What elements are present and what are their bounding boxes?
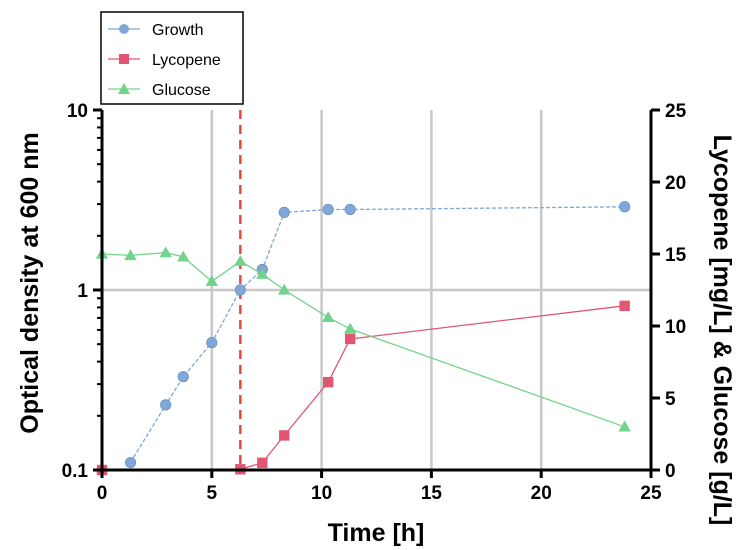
point-glucose	[234, 254, 247, 266]
y-axis-title: Optical density at 600 nm	[16, 132, 44, 434]
point-glucose	[256, 267, 269, 279]
legend-label-growth: Growth	[152, 22, 204, 39]
point-growth	[344, 203, 356, 216]
point-lycopene	[619, 300, 630, 312]
series-line-lycopene	[101, 305, 625, 471]
point-lycopene	[344, 333, 356, 345]
point-lycopene	[257, 457, 268, 468]
y-tick-label: 1	[77, 281, 88, 302]
y2-tick-label: 20	[665, 173, 686, 194]
point-lycopene	[279, 430, 290, 441]
x-tick-label: 15	[421, 483, 443, 504]
point-growth	[124, 456, 137, 469]
point-growth	[322, 203, 334, 216]
legend-marker-lycopene	[119, 54, 129, 64]
y2-tick-label: 15	[665, 245, 687, 266]
axes	[93, 108, 660, 478]
point-growth	[619, 201, 631, 213]
point-glucose	[205, 275, 219, 287]
x-tick-label: 25	[640, 483, 662, 504]
x-tick-label: 10	[311, 483, 332, 504]
point-glucose	[321, 311, 335, 323]
legend-marker-growth	[119, 24, 129, 34]
series-layer	[95, 110, 631, 476]
x-axis-title: Time [h]	[328, 519, 425, 547]
y2-tick-label: 10	[665, 317, 686, 338]
point-growth	[206, 337, 218, 349]
legend-marker-glucose	[118, 83, 130, 94]
legend: Growth Lycopene Glucose	[100, 11, 244, 105]
y2-axis-title: Lycopene [mg/L] & Glucose [g/L]	[708, 135, 736, 526]
y-tick-label: 0.1	[62, 461, 89, 482]
point-glucose	[343, 322, 357, 334]
x-tick-label: 20	[531, 483, 552, 504]
point-growth	[177, 371, 189, 383]
point-growth	[234, 284, 246, 296]
point-glucose	[124, 249, 137, 261]
point-lycopene	[322, 376, 334, 388]
point-growth	[160, 399, 172, 411]
y2-tick-label: 5	[665, 389, 676, 410]
grid	[102, 110, 651, 470]
y2-tick-label: 25	[665, 101, 687, 122]
point-growth	[278, 206, 290, 218]
point-glucose	[159, 246, 172, 258]
series-line-glucose	[101, 251, 625, 428]
y2-tick-label: 0	[665, 461, 676, 482]
x-tick-label: 5	[207, 483, 218, 504]
legend-label-lycopene: Lycopene	[152, 52, 221, 69]
point-glucose	[618, 420, 631, 432]
point-glucose	[278, 283, 291, 295]
legend-label-glucose: Glucose	[152, 82, 211, 99]
point-glucose	[177, 250, 190, 262]
y-tick-label: 10	[67, 101, 88, 122]
x-tick-label: 0	[97, 483, 108, 504]
series-line-growth	[129, 206, 625, 463]
tick-labels: 0 5 10 15 20 25 0.1 1 10 0 5 10 15 20 25	[62, 101, 687, 504]
